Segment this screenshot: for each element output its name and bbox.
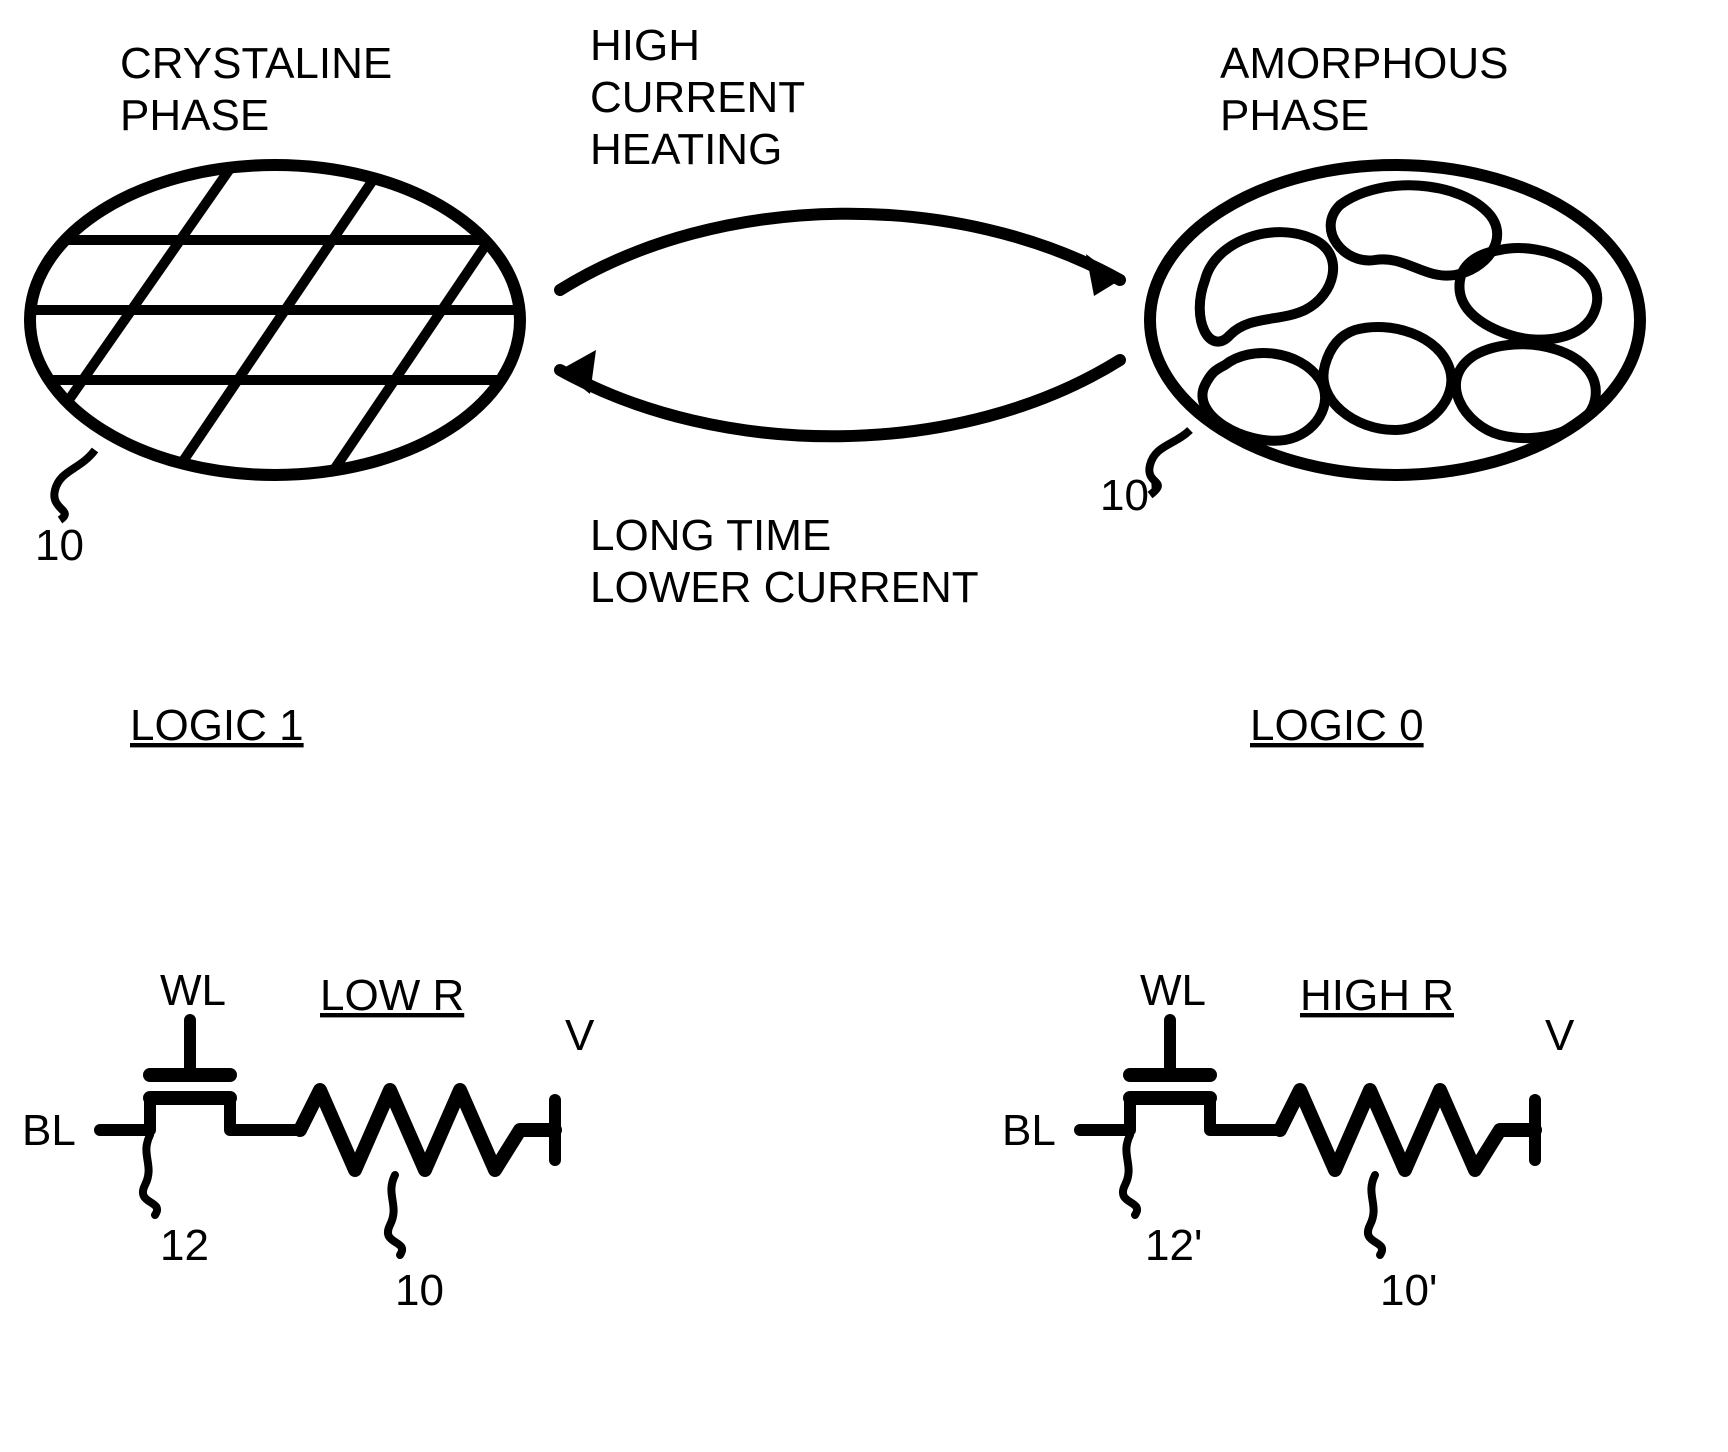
crystalline-ref-leader	[54, 450, 95, 520]
high-current-heating-line3: HEATING	[590, 125, 782, 174]
circuit-right-transistor-ref: 12'	[1145, 1221, 1202, 1270]
diagram-canvas: CRYSTALINE PHASE AMORPHOUS PHASE HIGH CU…	[0, 0, 1728, 1452]
amorphous-phase-label-line1: AMORPHOUS	[1220, 39, 1508, 88]
high-current-heating-line2: CURRENT	[590, 73, 805, 122]
circuit-left-resistor-ref: 10	[395, 1266, 444, 1315]
logic-0-label: LOGIC 0	[1250, 701, 1424, 750]
circuit-right-wl: WL	[1140, 966, 1206, 1015]
high-current-heating-line1: HIGH	[590, 21, 700, 70]
circuit-right-v: V	[1545, 1011, 1575, 1060]
circuit-left-resistor-ref-leader	[388, 1175, 402, 1255]
circuit-left-v: V	[565, 1011, 595, 1060]
lower-current-label: LOWER CURRENT	[590, 563, 979, 612]
circuit-right-resistor-ref-leader	[1368, 1175, 1382, 1255]
circuit-left-wl: WL	[160, 966, 226, 1015]
long-time-label: LONG TIME	[590, 511, 831, 560]
circuit-left-r-label: LOW R	[320, 971, 464, 1020]
circuit-right-resistor-ref: 10'	[1380, 1266, 1437, 1315]
circuit-left-bl: BL	[22, 1106, 76, 1155]
crystalline-phase-label-line2: PHASE	[120, 91, 269, 140]
crystalline-ref-label: 10	[35, 521, 84, 570]
circuit-right-transistor-ref-leader	[1123, 1135, 1137, 1215]
circuit-left: WL LOW R V BL	[22, 966, 595, 1255]
circuit-left-transistor-ref: 12	[160, 1221, 209, 1270]
amorphous-ref-label: 10'	[1100, 471, 1157, 520]
bottom-arrow	[560, 350, 1120, 436]
crystalline-phase-label-line1: CRYSTALINE	[120, 39, 392, 88]
circuit-left-transistor-ref-leader	[143, 1135, 157, 1215]
circuit-right-r-label: HIGH R	[1300, 971, 1454, 1020]
circuit-right-bl: BL	[1002, 1106, 1056, 1155]
amorphous-ellipse	[1150, 165, 1640, 475]
circuit-right: WL HIGH R V BL	[1002, 966, 1575, 1255]
logic-1-label: LOGIC 1	[130, 701, 304, 750]
top-arrow	[560, 214, 1120, 296]
amorphous-phase-label-line2: PHASE	[1220, 91, 1369, 140]
